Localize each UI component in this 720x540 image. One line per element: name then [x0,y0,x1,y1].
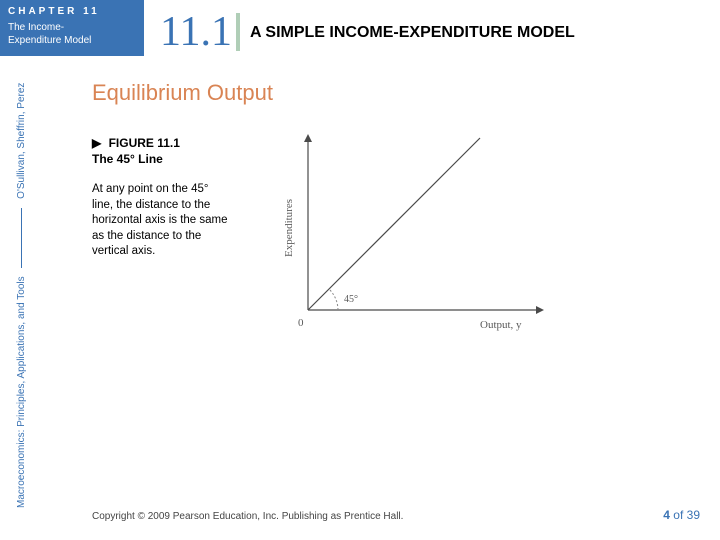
figure-label: ▶ FIGURE 11.1 [92,136,180,150]
x-axis-label: Output, y [480,319,522,331]
chapter-subtitle: The Income- Expenditure Model [8,21,136,47]
y-axis-label: Expenditures [283,199,295,257]
section-number: 11.1 [160,8,240,56]
spine-text: Macroeconomics: Principles, Applications… [16,68,27,508]
subheading: Equilibrium Output [92,80,273,106]
spine-separator [21,208,22,268]
figure-caption: The 45° Line [92,152,163,166]
page-of: of [673,508,683,522]
figure-45-line-chart: Expenditures Output, y 0 45° [260,128,560,348]
y-axis-arrow-icon [304,134,312,142]
page-current: 4 [663,508,670,522]
angle-arc [329,289,338,310]
section-title: A SIMPLE INCOME-EXPENDITURE MODEL [250,24,575,42]
body-text: At any point on the 45° line, the distan… [92,182,228,260]
spine-book-title: Macroeconomics: Principles, Applications… [16,276,27,508]
triangle-icon: ▶ [92,136,101,150]
chapter-subtitle-line2: Expenditure Model [8,35,91,46]
chapter-label: CHAPTER 11 [8,6,136,17]
x-axis-arrow-icon [536,306,544,314]
figure-label-text: FIGURE 11.1 [109,136,180,150]
angle-label: 45° [344,294,358,305]
page-number: 4 of 39 [663,508,700,522]
copyright-text: Copyright © 2009 Pearson Education, Inc.… [92,511,403,522]
section-number-bar [236,13,240,51]
chapter-subtitle-line1: The Income- [8,22,64,33]
section-number-text: 11.1 [160,9,232,55]
chart-svg: Expenditures Output, y 0 45° [260,128,560,348]
origin-label: 0 [298,317,304,329]
page-total: 39 [687,508,700,522]
spine-authors: O'Sullivan, Sheffrin, Perez [16,83,27,199]
chapter-header-band: CHAPTER 11 The Income- Expenditure Model [0,0,144,56]
fortyfive-line [308,138,480,310]
spine: Macroeconomics: Principles, Applications… [6,68,26,508]
